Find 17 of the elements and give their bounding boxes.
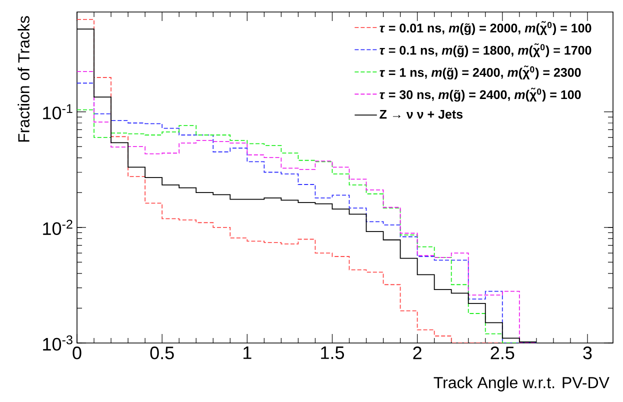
x-tick-label: 0.5 [150,346,174,360]
legend-label: τ = 30 ns, m(g̃) = 2400, m(χ̃$^{0}$) = 100 [380,88,581,102]
x-tick-label: 1 [244,346,252,359]
y-axis-title: Fraction of Tracks [18,16,30,142]
legend-label: τ = 0.1 ns, m(g̃) = 1800, m(χ̃$^{0}$) = 1700 [380,43,592,58]
x-tick-label: 3 [583,346,592,360]
legend-label: Z → ν ν + Jets [380,110,463,119]
x-tick-label: 2.5 [490,346,514,360]
legend-label: τ = 1 ns, m(g̃) = 2400, m(χ̃$^{0}$) = 2300 [380,66,581,80]
y-tick-label: 10$^{-3}$ [43,335,72,351]
x-tick-label: 0 [72,346,82,360]
x-tick-label: 1.5 [321,346,344,360]
y-tick-label: 10$^{-2}$ [43,220,72,236]
y-tick-label: 10$^{-1}$ [43,104,72,120]
x-axis-title: Track Angle w.r.t. PV-DV [434,376,610,392]
x-tick-label: 2 [413,346,422,360]
legend-label: τ = 0.01 ns, m(g̃) = 2000, m(χ̃$^{0}$) = 100 [380,21,592,36]
